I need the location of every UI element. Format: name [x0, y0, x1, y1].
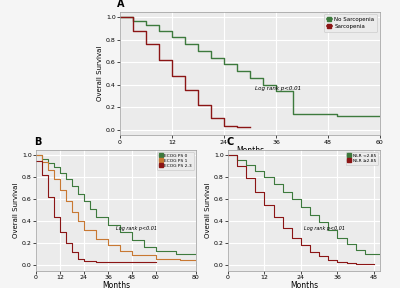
- Legend: No Sarcopenia, Sarcopenia: No Sarcopenia, Sarcopenia: [324, 14, 377, 32]
- Y-axis label: Overall Survival: Overall Survival: [97, 46, 103, 101]
- Legend: NLR <2.85, NLR ≥2.85: NLR <2.85, NLR ≥2.85: [346, 152, 378, 165]
- X-axis label: Months: Months: [102, 281, 130, 288]
- Y-axis label: Overall Survival: Overall Survival: [13, 183, 19, 238]
- Text: B: B: [34, 137, 42, 147]
- Legend: ECOG PS 0, ECOG PS 1, ECOG PS 2-3: ECOG PS 0, ECOG PS 1, ECOG PS 2-3: [157, 152, 194, 170]
- X-axis label: Months: Months: [290, 281, 318, 288]
- Text: C: C: [226, 137, 234, 147]
- Text: Log rank p<0.01: Log rank p<0.01: [304, 226, 345, 231]
- Text: Log rank p<0.01: Log rank p<0.01: [255, 86, 301, 91]
- Text: A: A: [118, 0, 125, 9]
- Text: Log rank p<0.01: Log rank p<0.01: [116, 226, 157, 231]
- X-axis label: Months: Months: [236, 146, 264, 155]
- Y-axis label: Overall Survival: Overall Survival: [205, 183, 211, 238]
